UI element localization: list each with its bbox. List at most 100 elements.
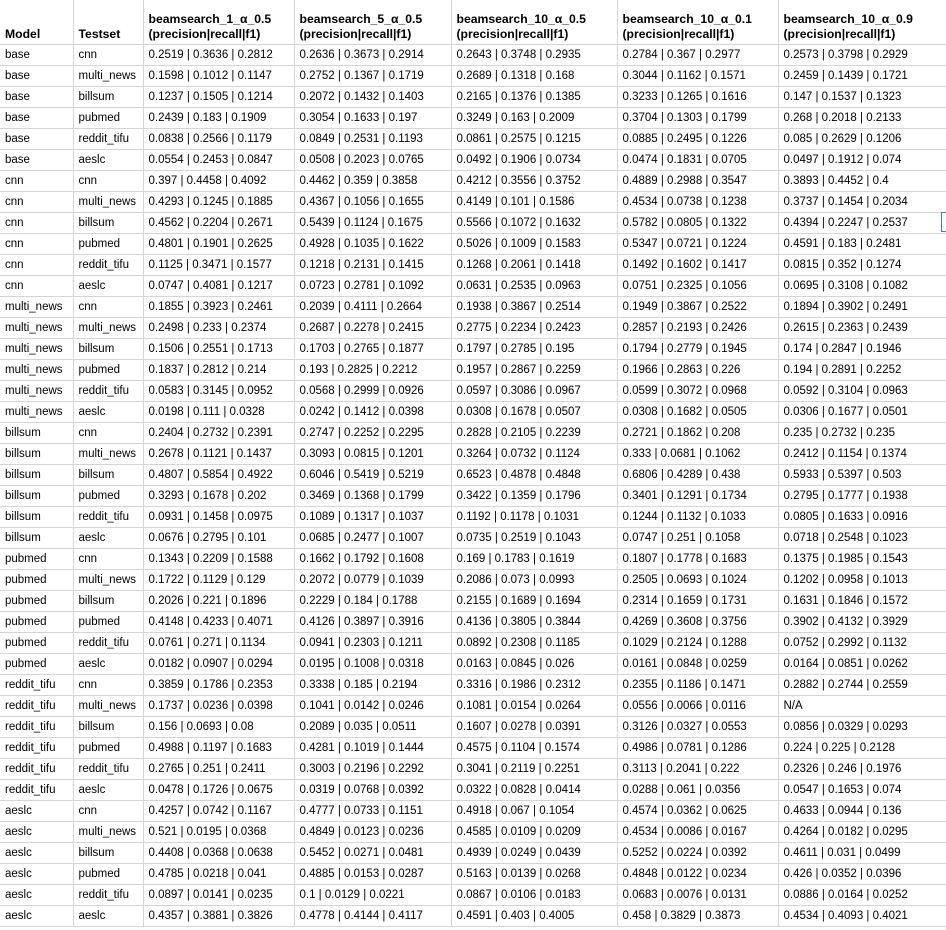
cell-model[interactable]: multi_news — [0, 338, 74, 360]
cell-beam10-a09[interactable]: 0.4611 | 0.031 | 0.0499 — [778, 842, 946, 864]
cell-beam10-a05[interactable]: 0.0735 | 0.2519 | 0.1043 — [451, 527, 618, 549]
cell-testset[interactable]: multi_news — [73, 65, 144, 87]
cell-beam5-a05[interactable]: 0.3469 | 0.1368 | 0.1799 — [294, 485, 452, 507]
cell-beam10-a01[interactable]: 0.1244 | 0.1132 | 0.1033 — [617, 506, 779, 528]
cell-beam1-a05[interactable]: 0.4988 | 0.1197 | 0.1683 — [143, 737, 295, 759]
cell-beam10-a09[interactable]: 0.1631 | 0.1846 | 0.1572 — [778, 590, 946, 612]
cell-beam10-a09[interactable]: 0.268 | 0.2018 | 0.2133 — [778, 107, 946, 129]
cell-beam10-a09[interactable]: 0.4264 | 0.0182 | 0.0295 — [778, 821, 946, 843]
cell-beam10-a09[interactable]: 0.4534 | 0.4093 | 0.4021 — [778, 905, 946, 927]
cell-model[interactable]: multi_news — [0, 401, 74, 423]
cell-beam10-a05[interactable]: 0.6523 | 0.4878 | 0.4848 — [451, 464, 618, 486]
cell-testset[interactable]: reddit_tifu — [73, 506, 144, 528]
cell-beam5-a05[interactable]: 0.2072 | 0.0779 | 0.1039 — [294, 569, 452, 591]
cell-beam10-a01[interactable]: 0.5347 | 0.0721 | 0.1224 — [617, 233, 779, 255]
cell-beam1-a05[interactable]: 0.4148 | 0.4233 | 0.4071 — [143, 611, 295, 633]
cell-beam5-a05[interactable]: 0.0508 | 0.2023 | 0.0765 — [294, 149, 452, 171]
cell-beam1-a05[interactable]: 0.1737 | 0.0236 | 0.0398 — [143, 695, 295, 717]
cell-beam5-a05[interactable]: 0.4281 | 0.1019 | 0.1444 — [294, 737, 452, 759]
cell-beam5-a05[interactable]: 0.0723 | 0.2781 | 0.1092 — [294, 275, 452, 297]
cell-beam10-a05[interactable]: 0.3264 | 0.0732 | 0.1124 — [451, 443, 618, 465]
column-header[interactable]: beamsearch_5_α_0.5 (precision|recall|f1) — [294, 0, 452, 45]
cell-testset[interactable]: billsum — [73, 338, 144, 360]
cell-beam5-a05[interactable]: 0.0319 | 0.0768 | 0.0392 — [294, 779, 452, 801]
cell-model[interactable]: reddit_tifu — [0, 674, 74, 696]
cell-beam5-a05[interactable]: 0.4462 | 0.359 | 0.3858 — [294, 170, 452, 192]
cell-beam1-a05[interactable]: 0.0838 | 0.2566 | 0.1179 — [143, 128, 295, 150]
cell-beam5-a05[interactable]: 0.2229 | 0.184 | 0.1788 — [294, 590, 452, 612]
cell-model[interactable]: pubmed — [0, 653, 74, 675]
cell-beam10-a05[interactable]: 0.4591 | 0.403 | 0.4005 — [451, 905, 618, 927]
cell-beam10-a01[interactable]: 0.2314 | 0.1659 | 0.1731 — [617, 590, 779, 612]
cell-beam1-a05[interactable]: 0.4257 | 0.0742 | 0.1167 — [143, 800, 295, 822]
cell-beam10-a09[interactable]: 0.1202 | 0.0958 | 0.1013 — [778, 569, 946, 591]
cell-beam10-a01[interactable]: 0.4269 | 0.3608 | 0.3756 — [617, 611, 779, 633]
cell-model[interactable]: base — [0, 128, 74, 150]
cell-beam5-a05[interactable]: 0.2636 | 0.3673 | 0.2914 — [294, 44, 452, 66]
cell-beam10-a01[interactable]: 0.0747 | 0.251 | 0.1058 — [617, 527, 779, 549]
cell-beam10-a09[interactable]: 0.0547 | 0.1653 | 0.074 — [778, 779, 946, 801]
cell-beam10-a09[interactable]: 0.0886 | 0.0164 | 0.0252 — [778, 884, 946, 906]
cell-beam10-a09[interactable]: 0.4394 | 0.2247 | 0.2537 — [778, 212, 946, 234]
cell-beam10-a09[interactable]: 0.0164 | 0.0851 | 0.0262 — [778, 653, 946, 675]
column-header[interactable]: beamsearch_10_α_0.9 (precision|recall|f1) — [778, 0, 946, 45]
cell-model[interactable]: aeslc — [0, 905, 74, 927]
cell-beam5-a05[interactable]: 0.1 | 0.0129 | 0.0221 — [294, 884, 452, 906]
cell-beam1-a05[interactable]: 0.2765 | 0.251 | 0.2411 — [143, 758, 295, 780]
cell-beam1-a05[interactable]: 0.397 | 0.4458 | 0.4092 — [143, 170, 295, 192]
cell-testset[interactable]: reddit_tifu — [73, 632, 144, 654]
cell-testset[interactable]: multi_news — [73, 443, 144, 465]
cell-testset[interactable]: cnn — [73, 800, 144, 822]
cell-beam10-a01[interactable]: 0.4986 | 0.0781 | 0.1286 — [617, 737, 779, 759]
cell-beam1-a05[interactable]: 0.0182 | 0.0907 | 0.0294 — [143, 653, 295, 675]
cell-beam10-a09[interactable]: 0.2459 | 0.1439 | 0.1721 — [778, 65, 946, 87]
cell-beam10-a05[interactable]: 0.2165 | 0.1376 | 0.1385 — [451, 86, 618, 108]
cell-model[interactable]: cnn — [0, 233, 74, 255]
cell-testset[interactable]: reddit_tifu — [73, 758, 144, 780]
cell-testset[interactable]: multi_news — [73, 317, 144, 339]
cell-beam1-a05[interactable]: 0.4408 | 0.0368 | 0.0638 — [143, 842, 295, 864]
cell-model[interactable]: aeslc — [0, 821, 74, 843]
cell-beam10-a09[interactable]: 0.2615 | 0.2363 | 0.2439 — [778, 317, 946, 339]
cell-beam10-a01[interactable]: 0.0599 | 0.3072 | 0.0968 — [617, 380, 779, 402]
cell-beam5-a05[interactable]: 0.4367 | 0.1056 | 0.1655 — [294, 191, 452, 213]
cell-model[interactable]: base — [0, 149, 74, 171]
column-header[interactable]: Testset — [73, 0, 144, 45]
cell-beam5-a05[interactable]: 0.3054 | 0.1633 | 0.197 — [294, 107, 452, 129]
cell-beam1-a05[interactable]: 0.4801 | 0.1901 | 0.2625 — [143, 233, 295, 255]
cell-beam5-a05[interactable]: 0.0242 | 0.1412 | 0.0398 — [294, 401, 452, 423]
cell-beam1-a05[interactable]: 0.1598 | 0.1012 | 0.1147 — [143, 65, 295, 87]
cell-model[interactable]: cnn — [0, 254, 74, 276]
cell-beam5-a05[interactable]: 0.3093 | 0.0815 | 0.1201 — [294, 443, 452, 465]
cell-beam5-a05[interactable]: 0.5452 | 0.0271 | 0.0481 — [294, 842, 452, 864]
cell-beam10-a01[interactable]: 0.3704 | 0.1303 | 0.1799 — [617, 107, 779, 129]
cell-testset[interactable]: billsum — [73, 86, 144, 108]
cell-beam10-a01[interactable]: 0.0556 | 0.0066 | 0.0116 — [617, 695, 779, 717]
cell-beam5-a05[interactable]: 0.193 | 0.2825 | 0.2212 — [294, 359, 452, 381]
cell-beam10-a05[interactable]: 0.1797 | 0.2785 | 0.195 — [451, 338, 618, 360]
cell-beam10-a09[interactable]: N/A — [778, 695, 946, 717]
cell-beam10-a01[interactable]: 0.458 | 0.3829 | 0.3873 — [617, 905, 779, 927]
cell-testset[interactable]: aeslc — [73, 275, 144, 297]
cell-beam10-a05[interactable]: 0.2775 | 0.2234 | 0.2423 — [451, 317, 618, 339]
cell-model[interactable]: base — [0, 44, 74, 66]
cell-testset[interactable]: aeslc — [73, 527, 144, 549]
cell-beam10-a01[interactable]: 0.4574 | 0.0362 | 0.0625 — [617, 800, 779, 822]
cell-model[interactable]: multi_news — [0, 359, 74, 381]
cell-testset[interactable]: cnn — [73, 296, 144, 318]
cell-model[interactable]: billsum — [0, 422, 74, 444]
cell-beam10-a01[interactable]: 0.2784 | 0.367 | 0.2977 — [617, 44, 779, 66]
cell-beam5-a05[interactable]: 0.2687 | 0.2278 | 0.2415 — [294, 317, 452, 339]
cell-model[interactable]: cnn — [0, 275, 74, 297]
cell-beam10-a09[interactable]: 0.1894 | 0.3902 | 0.2491 — [778, 296, 946, 318]
cell-beam5-a05[interactable]: 0.0941 | 0.2303 | 0.1211 — [294, 632, 452, 654]
cell-beam10-a05[interactable]: 0.3249 | 0.163 | 0.2009 — [451, 107, 618, 129]
cell-beam10-a09[interactable]: 0.5933 | 0.5397 | 0.503 — [778, 464, 946, 486]
cell-beam10-a01[interactable]: 0.0474 | 0.1831 | 0.0705 — [617, 149, 779, 171]
cell-model[interactable]: cnn — [0, 170, 74, 192]
cell-beam5-a05[interactable]: 0.2089 | 0.035 | 0.0511 — [294, 716, 452, 738]
cell-beam10-a05[interactable]: 0.1607 | 0.0278 | 0.0391 — [451, 716, 618, 738]
cell-testset[interactable]: cnn — [73, 422, 144, 444]
cell-beam5-a05[interactable]: 0.4126 | 0.3897 | 0.3916 — [294, 611, 452, 633]
cell-testset[interactable]: multi_news — [73, 695, 144, 717]
